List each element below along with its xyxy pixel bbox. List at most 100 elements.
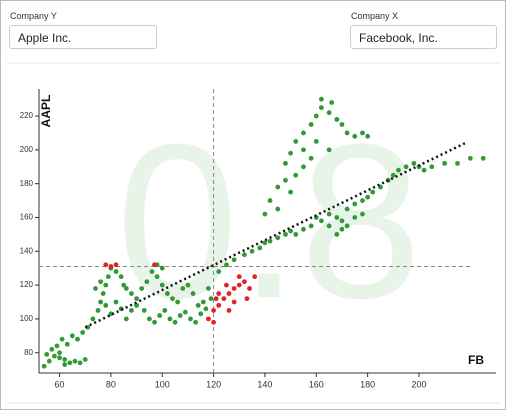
data-point [352, 133, 358, 139]
data-point [69, 333, 75, 339]
data-point [308, 223, 314, 229]
data-point [267, 198, 273, 203]
data-point [224, 262, 229, 268]
data-point [344, 223, 350, 229]
data-point [275, 184, 281, 190]
data-point [360, 130, 365, 136]
data-point [208, 296, 214, 302]
data-point [313, 139, 319, 144]
data-point [421, 167, 427, 173]
data-point [123, 286, 129, 291]
x-tick-label: 60 [55, 379, 65, 389]
data-point [113, 269, 119, 274]
data-point [236, 274, 242, 280]
data-point [467, 155, 473, 161]
data-point [200, 299, 206, 305]
data-point [41, 363, 47, 369]
data-point [293, 139, 299, 144]
data-point [118, 274, 124, 280]
data-point [352, 215, 358, 220]
data-point [455, 160, 460, 166]
data-point [396, 167, 401, 173]
data-point [262, 211, 268, 217]
data-point [93, 286, 98, 291]
data-point [390, 172, 396, 178]
data-point [429, 164, 435, 170]
data-point [62, 362, 68, 367]
data-point [283, 231, 288, 237]
y-tick-label: 120 [20, 280, 34, 289]
data-point [77, 360, 83, 366]
data-point [275, 206, 281, 212]
data-point [141, 308, 147, 313]
data-point [360, 198, 365, 203]
data-point [334, 117, 340, 122]
x-tick-label: 120 [206, 379, 221, 389]
data-point [216, 302, 222, 308]
data-point [365, 133, 371, 139]
data-point [121, 282, 127, 288]
data-point [211, 319, 216, 325]
data-point [308, 122, 314, 127]
data-point [339, 226, 345, 232]
data-point [319, 96, 324, 102]
data-point [326, 110, 332, 116]
y-tick-label: 160 [20, 213, 34, 222]
data-point [283, 177, 288, 183]
data-point [157, 313, 163, 318]
data-point [108, 264, 114, 269]
data-point [360, 211, 365, 217]
data-point [185, 282, 191, 288]
data-point [175, 299, 181, 305]
y-tick-label: 140 [20, 246, 34, 255]
data-point [67, 360, 73, 366]
data-point [170, 296, 175, 302]
data-point [103, 302, 109, 308]
data-point [57, 355, 62, 361]
company-x-input[interactable]: Facebook, Inc. [350, 25, 497, 49]
data-point [267, 238, 273, 244]
company-y-input[interactable]: Apple Inc. [9, 25, 157, 49]
x-tick-label: 180 [360, 379, 375, 389]
data-point [326, 147, 332, 153]
data-point [275, 235, 281, 241]
data-point [339, 122, 345, 127]
data-point [113, 299, 119, 305]
data-point [164, 291, 170, 296]
data-point [159, 265, 165, 271]
data-point [95, 308, 101, 313]
data-point [231, 257, 237, 263]
data-point [262, 240, 268, 246]
data-point [283, 160, 288, 166]
data-point [216, 291, 222, 296]
data-point [257, 245, 263, 251]
data-point [301, 147, 306, 153]
data-point [180, 286, 186, 291]
data-point [182, 309, 188, 315]
data-point [198, 311, 204, 317]
data-point [241, 279, 247, 285]
data-point [326, 211, 332, 217]
data-point [105, 274, 111, 280]
data-point [326, 223, 332, 229]
x-tick-label: 160 [309, 379, 324, 389]
data-point [334, 231, 340, 237]
data-point [334, 215, 340, 220]
y-tick-label: 220 [20, 111, 34, 120]
data-point [442, 160, 448, 166]
data-point [226, 308, 232, 313]
data-point [159, 282, 165, 288]
data-point [54, 343, 60, 349]
y-tick-label: 100 [20, 314, 34, 323]
data-point [188, 316, 193, 322]
data-point [98, 299, 104, 305]
data-point [129, 308, 134, 313]
company-x-label: Company X [351, 11, 399, 21]
y-axis-label: AAPL [39, 95, 53, 128]
data-point [301, 164, 306, 170]
data-point [162, 308, 168, 313]
trend-line [84, 141, 466, 329]
data-point [241, 252, 247, 258]
data-point [221, 296, 227, 302]
